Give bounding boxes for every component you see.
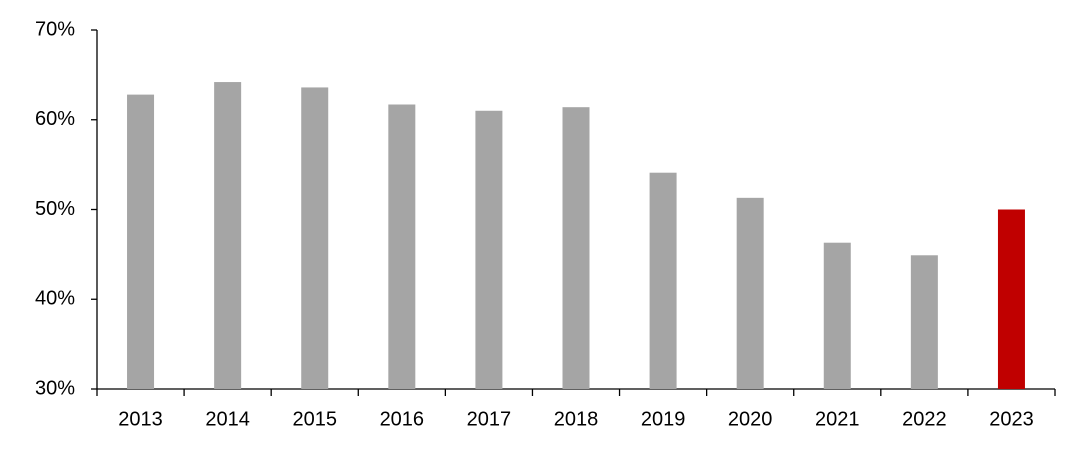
y-tick-label: 70% [35,18,75,40]
bar [997,209,1025,389]
x-tick-label: 2022 [902,408,947,430]
bar [475,110,503,390]
bar [562,107,590,389]
bar [388,104,416,390]
bar [910,255,938,389]
bar [823,242,851,389]
x-tick-label: 2019 [641,408,686,430]
x-tick-label: 2014 [205,408,250,430]
y-tick-label: 40% [35,288,75,310]
x-tick-label: 2017 [467,408,512,430]
y-tick-label: 50% [35,198,75,220]
x-tick-label: 2016 [380,408,425,430]
bar [736,197,764,389]
x-tick-label: 2018 [554,408,599,430]
x-tick-label: 2015 [292,408,337,430]
x-tick-label: 2021 [815,408,860,430]
bar [214,82,242,390]
x-tick-label: 2013 [118,408,163,430]
x-tick-label: 2020 [728,408,773,430]
x-tick-label: 2023 [989,408,1034,430]
bar [127,94,155,390]
bar [649,172,677,389]
bar [301,87,329,389]
y-tick-label: 30% [35,377,75,399]
y-tick-label: 60% [35,108,75,130]
